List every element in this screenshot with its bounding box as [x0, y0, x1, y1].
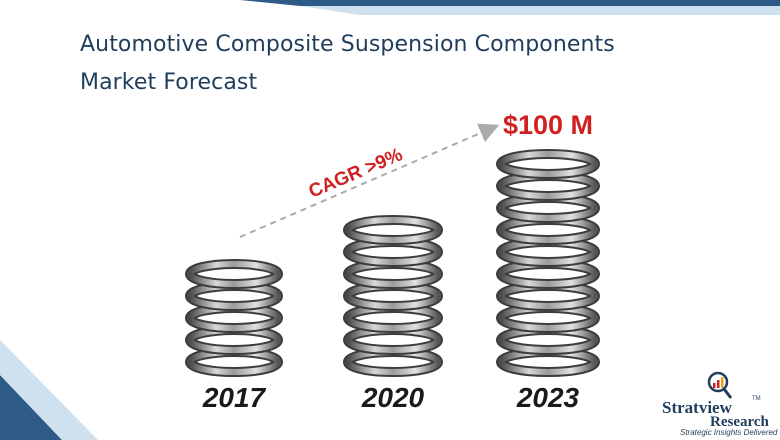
coil-ring-highlight — [187, 261, 281, 287]
title-line-2: Market Forecast — [80, 70, 258, 95]
title-line-1: Automotive Composite Suspension Componen… — [80, 32, 615, 57]
logo-subname: Research — [710, 414, 769, 430]
coil-bar-2017 — [185, 259, 283, 377]
magnifier-chart-icon — [707, 371, 733, 399]
stratview-logo: TM Stratview Research Strategic Insights… — [648, 370, 777, 437]
coil-ring-highlight — [498, 151, 598, 177]
tick-label-2020: 2020 — [361, 382, 425, 413]
logo-trademark: TM — [752, 396, 761, 402]
coil-ring-highlight — [345, 217, 441, 243]
value-label-2023: $100 M — [503, 110, 593, 140]
logo-name: Stratview — [662, 398, 732, 417]
tick-label-2023: 2023 — [516, 382, 580, 413]
cagr-trend-arrow — [239, 123, 500, 238]
coil-bar-2023 — [496, 149, 600, 377]
page-title: Automotive Composite Suspension Componen… — [80, 26, 615, 102]
coil-bars — [185, 149, 600, 377]
cagr-annotation: CAGR >9% — [306, 144, 406, 202]
tick-label-2017: 2017 — [202, 382, 267, 413]
logo-tagline: Strategic Insights Delivered — [680, 428, 778, 437]
coil-bar-2020 — [343, 215, 443, 377]
